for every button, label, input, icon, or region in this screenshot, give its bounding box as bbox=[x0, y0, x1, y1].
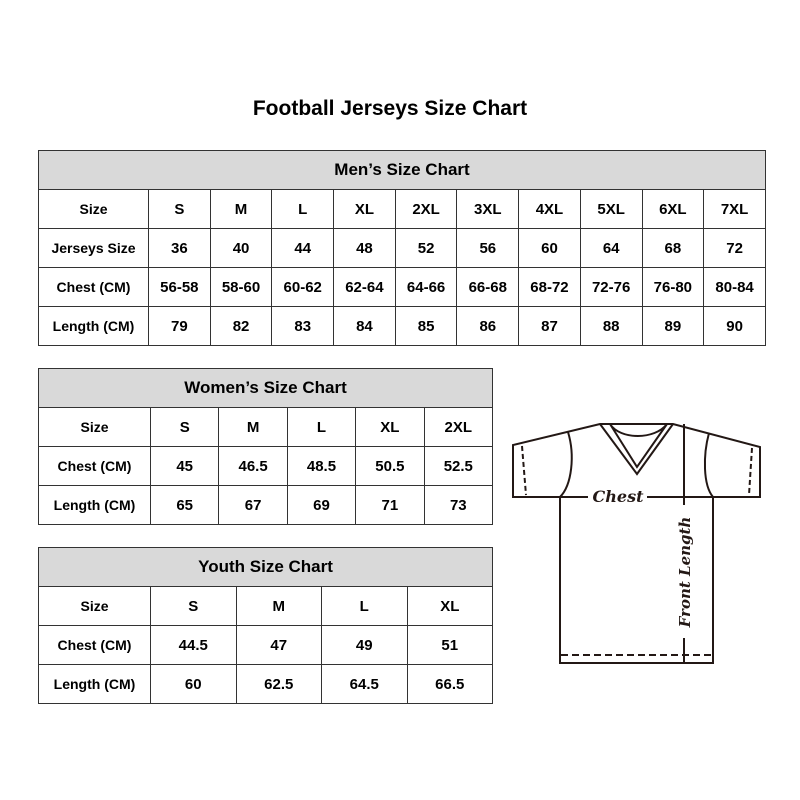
table-cell: 60 bbox=[518, 228, 581, 268]
table-row: Size S M L XL 2XL bbox=[38, 407, 494, 447]
row-label: Size bbox=[38, 586, 151, 626]
womens-size-table: Women’s Size Chart Size S M L XL 2XL Chest (CM)… bbox=[37, 368, 494, 525]
table-cell: 40 bbox=[209, 228, 273, 268]
table-cell: 68 bbox=[641, 228, 705, 268]
table-cell: 44 bbox=[271, 228, 335, 268]
table-cell: 52.5 bbox=[423, 446, 494, 486]
table-cell: L bbox=[286, 407, 357, 447]
table-cell: XL bbox=[355, 407, 425, 447]
table-cell: 76-80 bbox=[641, 267, 705, 307]
row-label: Chest (CM) bbox=[38, 625, 151, 665]
table-cell: 82 bbox=[209, 306, 273, 346]
table-cell: 68-72 bbox=[518, 267, 581, 307]
table-cell: 48.5 bbox=[286, 446, 357, 486]
table-cell: 65 bbox=[149, 485, 220, 525]
table-cell: 69 bbox=[286, 485, 357, 525]
table-cell: 7XL bbox=[703, 189, 766, 229]
jersey-outline bbox=[512, 423, 761, 664]
row-label: Size bbox=[38, 189, 149, 229]
row-label: Jerseys Size bbox=[38, 228, 149, 268]
table-cell: L bbox=[321, 586, 408, 626]
table-cell: 56-58 bbox=[148, 267, 211, 307]
table-cell: 64.5 bbox=[321, 664, 408, 704]
table-cell: 36 bbox=[148, 228, 211, 268]
table-cell: 5XL bbox=[579, 189, 643, 229]
table-cell: 80-84 bbox=[703, 267, 766, 307]
table-row: Jerseys Size 36 40 44 48 52 56 60 64 68 72 bbox=[38, 228, 766, 268]
table-cell: 66-68 bbox=[456, 267, 520, 307]
table-caption: Youth Size Chart bbox=[37, 547, 494, 587]
table-cell: 47 bbox=[235, 625, 322, 665]
table-cell: 45 bbox=[149, 446, 220, 486]
table-cell: 62.5 bbox=[235, 664, 322, 704]
table-cell: 6XL bbox=[641, 189, 705, 229]
table-cell: 64 bbox=[579, 228, 643, 268]
right-sleeve-seam bbox=[703, 432, 714, 498]
table-row: Length (CM) 79 82 83 84 85 86 87 88 89 90 bbox=[38, 306, 766, 346]
table-cell: 4XL bbox=[518, 189, 581, 229]
table-cell: 60 bbox=[150, 664, 237, 704]
left-sleeve-seam bbox=[559, 431, 573, 498]
table-cell: 62-64 bbox=[333, 267, 396, 307]
table-cell: S bbox=[150, 586, 237, 626]
table-row: Size S M L XL bbox=[38, 586, 494, 626]
table-cell: M bbox=[235, 586, 322, 626]
table-row: Chest (CM) 45 46.5 48.5 50.5 52.5 bbox=[38, 446, 494, 486]
table-cell: 72-76 bbox=[579, 267, 643, 307]
table-row: Size S M L XL 2XL 3XL 4XL 5XL 6XL 7XL bbox=[38, 189, 766, 229]
row-label: Size bbox=[38, 407, 151, 447]
table-cell: 51 bbox=[406, 625, 494, 665]
table-caption: Men’s Size Chart bbox=[38, 150, 766, 190]
table-cell: M bbox=[218, 407, 288, 447]
mens-size-table: Men’s Size Chart Size S M L XL 2XL 3XL 4XL 5XL 6XL… bbox=[38, 150, 766, 346]
table-cell: 79 bbox=[148, 306, 211, 346]
table-cell: 66.5 bbox=[406, 664, 494, 704]
table-cell: 84 bbox=[333, 306, 396, 346]
table-cell: 71 bbox=[355, 485, 425, 525]
table-cell: 87 bbox=[518, 306, 581, 346]
table-cell: 50.5 bbox=[355, 446, 425, 486]
row-label: Length (CM) bbox=[38, 664, 151, 704]
page-title: Football Jerseys Size Chart bbox=[252, 97, 528, 120]
chest-label: Chest bbox=[593, 487, 645, 506]
table-cell: 85 bbox=[394, 306, 458, 346]
row-label: Length (CM) bbox=[38, 485, 151, 525]
table-cell: 88 bbox=[579, 306, 643, 346]
table-caption: Women’s Size Chart bbox=[37, 368, 494, 408]
table-cell: 90 bbox=[703, 306, 766, 346]
table-row: Chest (CM) 44.5 47 49 51 bbox=[38, 625, 494, 665]
table-cell: L bbox=[271, 189, 335, 229]
table-cell: 86 bbox=[456, 306, 520, 346]
table-row: Length (CM) 65 67 69 71 73 bbox=[38, 485, 494, 525]
row-label: Chest (CM) bbox=[38, 446, 151, 486]
collar bbox=[599, 423, 674, 476]
youth-size-table: Youth Size Chart Size S M L XL Chest (CM) 44.5 4… bbox=[37, 547, 494, 704]
sleeve-hem-dashes bbox=[521, 445, 753, 496]
table-cell: 44.5 bbox=[150, 625, 237, 665]
table-cell: 48 bbox=[333, 228, 396, 268]
table-cell: 73 bbox=[423, 485, 494, 525]
row-label: Length (CM) bbox=[38, 306, 149, 346]
table-row: Length (CM) 60 62.5 64.5 66.5 bbox=[38, 664, 494, 704]
table-cell: 2XL bbox=[423, 407, 494, 447]
table-cell: 67 bbox=[218, 485, 288, 525]
table-cell: 49 bbox=[321, 625, 408, 665]
front-length-label: Front Length bbox=[676, 517, 694, 629]
table-cell: 60-62 bbox=[271, 267, 335, 307]
table-cell: XL bbox=[333, 189, 396, 229]
